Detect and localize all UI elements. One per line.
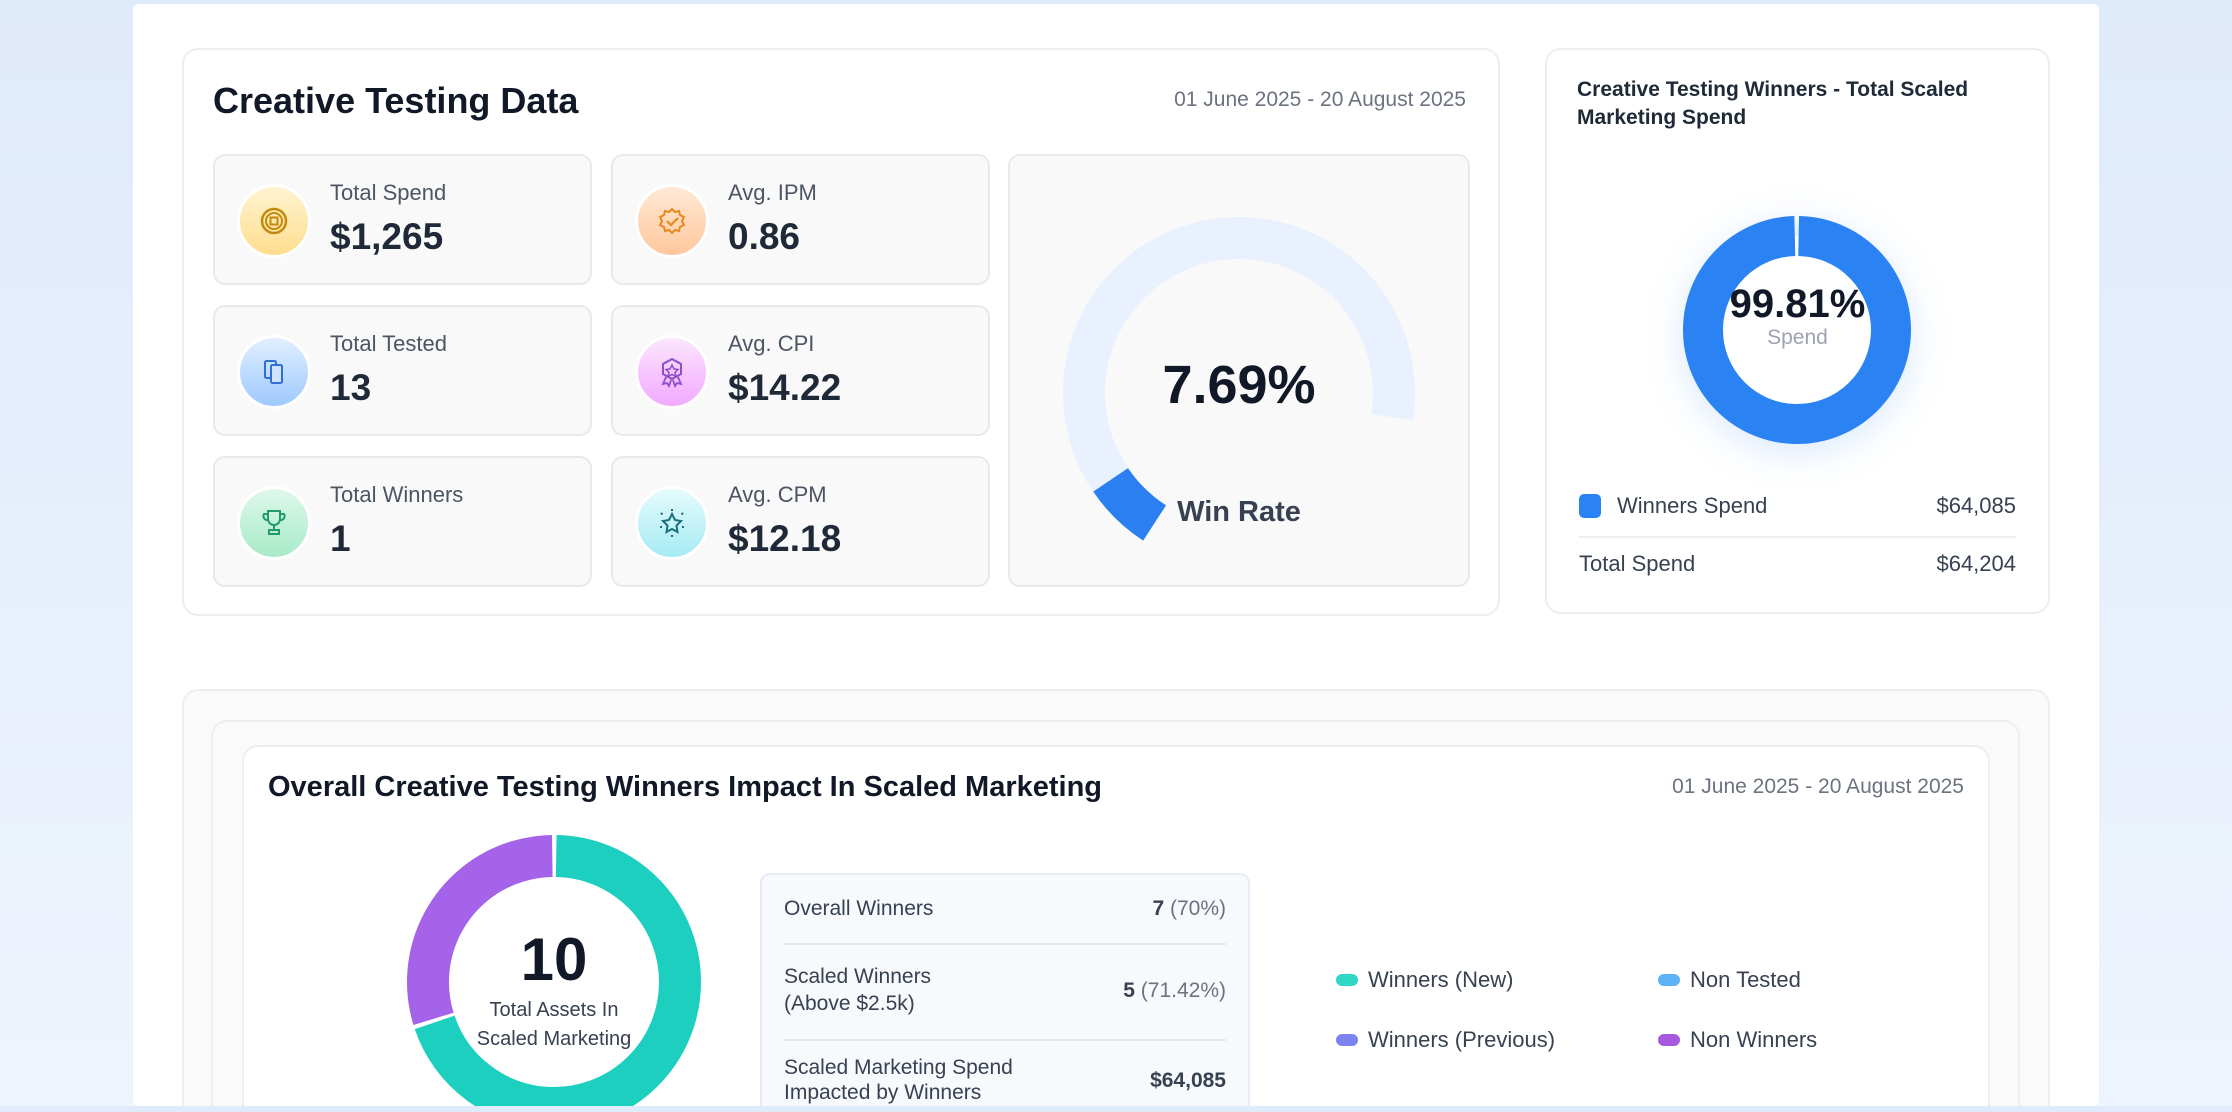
legend-swatch [1658,974,1680,986]
legend-item[interactable]: Winners (Previous) [1336,1027,1555,1053]
legend-item[interactable]: Winners (New) [1336,967,1513,993]
winners-table: Overall Winners 7 (70%) Scaled Winners (… [760,873,1250,1106]
stat-card: Total Winners 1 [213,456,592,587]
page-title: Creative Testing Data [213,80,579,121]
value-count: 7 [1152,897,1165,920]
spend-donut [1683,216,1911,444]
stat-label: Avg. IPM [728,180,817,205]
stat-card: Total Tested 13 [213,305,592,436]
legend-swatch [1579,494,1601,518]
stat-card: Avg. CPI $14.22 [611,305,990,436]
stat-card: Avg. IPM 0.86 [611,154,990,285]
stat-value: 1 [330,518,351,559]
assets-label-2: Scaled Marketing [476,1028,632,1050]
stat-value: 0.86 [728,216,801,257]
win-rate-value: 7.69% [1162,355,1316,415]
badge-check-icon [635,184,709,258]
divider [1579,536,2016,538]
total-spend-value: $64,204 [1936,551,2016,576]
sparkle-star-icon [635,486,709,560]
winners-spend-label: Winners Spend [1617,493,1768,518]
donut-segment[interactable] [404,832,704,1106]
legend-label: Non Winners [1690,1027,1818,1052]
bottom-edge [0,1106,2232,1112]
table-row-label: Overall Winners [784,897,934,920]
creative-testing-card: Creative Testing Data 01 June 2025 - 20 … [182,48,1500,616]
stat-label: Avg. CPI [728,331,815,356]
legend-item[interactable]: Non Tested [1658,967,1801,993]
table-row-value: 5 (71.42%) [1123,979,1226,1003]
card-title: Creative Testing Winners - Total Scaled … [1577,78,1969,129]
table-row-value: 7 (70%) [1152,897,1226,921]
table-row-value: $64,085 [1150,1069,1226,1092]
spend-sub: Spend [1767,326,1828,349]
award-icon [635,335,709,409]
legend-swatch [1658,1034,1680,1046]
divider [784,943,1226,945]
stat-value: 13 [330,367,372,408]
gauge-fill [1093,467,1167,541]
stat-label: Total Spend [330,180,447,205]
win-rate-card: 7.69% Win Rate [1008,154,1470,587]
table-row-label-2: (Above $2.5k) [784,992,915,1015]
assets-label-1: Total Assets In [489,999,619,1021]
trophy-icon [237,486,311,560]
legend-label: Winners (New) [1368,967,1514,992]
stat-card: Avg. CPM $12.18 [611,456,990,587]
legend-item[interactable]: Non Winners [1658,1027,1817,1053]
legend-swatch [1336,974,1358,986]
impact-card: Overall Creative Testing Winners Impact … [242,745,1990,1106]
value-pct: (70%) [1169,897,1226,920]
stat-value: $12.18 [728,518,842,559]
stat-card: Total Spend $1,265 [213,154,592,285]
stat-value: $1,265 [330,216,444,257]
spend-percent: 99.81% [1729,282,1866,326]
table-row-label: Scaled Winners [784,965,932,988]
win-rate-label: Win Rate [1177,496,1301,528]
win-rate-gauge [1063,217,1415,541]
table-row-label: Scaled Marketing Spend [784,1056,1013,1079]
assets-donut [404,832,704,1106]
legend-label: Winners (Previous) [1368,1027,1556,1052]
date-range: 01 June 2025 - 20 August 2025 [1174,88,1466,111]
assets-total: 10 [520,926,588,993]
total-spend-label: Total Spend [1579,551,1696,576]
value-count: 5 [1123,979,1135,1002]
divider [784,1039,1226,1041]
stat-value: $14.22 [728,367,842,408]
winners-spend-value: $64,085 [1936,493,2016,518]
scaled-spend-card: Creative Testing Winners - Total Scaled … [1545,48,2050,614]
stat-label: Total Tested [330,331,448,356]
value-pct: (71.42%) [1140,979,1226,1002]
table-row-label-2: Impacted by Winners [784,1081,982,1104]
gauge-track [1063,217,1415,541]
impact-title: Overall Creative Testing Winners Impact … [268,771,1103,803]
impact-date-range: 01 June 2025 - 20 August 2025 [1672,775,1964,798]
legend-swatch [1336,1034,1358,1046]
cards-icon [237,335,311,409]
stat-label: Total Winners [330,482,464,507]
coin-icon [237,184,311,258]
legend-label: Non Tested [1690,967,1801,992]
stat-label: Avg. CPM [728,482,827,507]
